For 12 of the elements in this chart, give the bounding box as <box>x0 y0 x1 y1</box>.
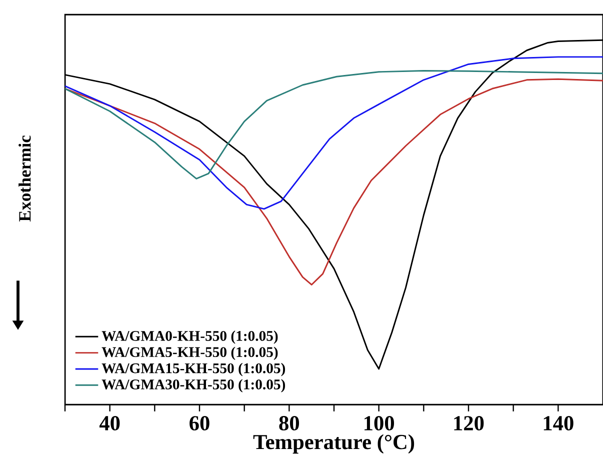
legend-label: WA/GMA30-KH-550 (1:0.05) <box>102 379 286 392</box>
x-tick-label: 40 <box>99 416 120 430</box>
legend-label: WA/GMA15-KH-550 (1:0.05) <box>102 362 286 376</box>
y-axis-title: Exothermic <box>18 136 31 222</box>
legend-label: WA/GMA0-KH-550 (1:0.05) <box>102 330 278 344</box>
x-tick-label: 120 <box>454 416 484 430</box>
x-tick-label: 140 <box>544 416 574 430</box>
legend-label: WA/GMA5-KH-550 (1:0.05) <box>102 346 278 360</box>
x-tick-label: 60 <box>190 416 210 430</box>
x-tick-label: 80 <box>279 416 300 430</box>
x-tick-label: 100 <box>364 416 394 430</box>
x-axis-title: Temperature (°C) <box>253 434 414 454</box>
